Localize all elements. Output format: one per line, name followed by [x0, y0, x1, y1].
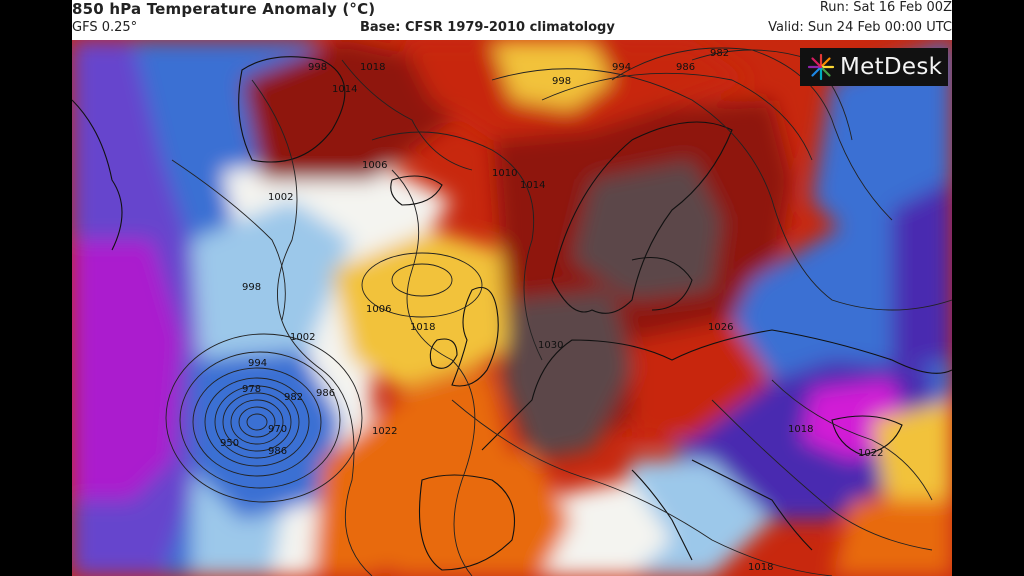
- isobar-i: [711, 399, 933, 551]
- isobar-label: 1018: [788, 424, 813, 435]
- climatology-base: Base: CFSR 1979-2010 climatology: [360, 20, 615, 35]
- coast-iberia: [418, 474, 516, 571]
- low-ring-1: [246, 413, 268, 431]
- metdesk-logo-text: MetDesk: [840, 54, 943, 80]
- coast-uk: [451, 286, 499, 387]
- isobar-label: 1010: [492, 168, 517, 179]
- low-ring-4: [222, 392, 292, 452]
- coast-baltic: [631, 256, 693, 311]
- warm-orange-se: [832, 500, 952, 576]
- isobar-e: [541, 72, 813, 161]
- isobar-label: 1018: [410, 322, 435, 333]
- isobar-label: 986: [268, 446, 287, 457]
- isobar-label: 1018: [748, 562, 773, 573]
- isobar-label: 1022: [858, 448, 883, 459]
- very-warm-core-south: [502, 290, 632, 460]
- coast-blacksea: [831, 415, 903, 456]
- isobar-label: 1026: [708, 322, 733, 333]
- isobar-label: 950: [220, 438, 239, 449]
- anomaly-map-svg: 998 1018 1014 998 994 986 982 1006 1010 …: [72, 40, 952, 576]
- isobar-label: 1022: [372, 426, 397, 437]
- high-ring-1: [391, 263, 453, 297]
- anomaly-map: 998 1018 1014 998 994 986 982 1006 1010 …: [72, 40, 952, 576]
- low-ring-3: [230, 399, 284, 445]
- low-ring-2: [238, 406, 276, 438]
- coastlines: [72, 56, 952, 571]
- run-time: Run: Sat 16 Feb 00Z: [819, 0, 952, 15]
- isobar-label: 1014: [520, 180, 545, 191]
- isobar-label: 982: [710, 48, 729, 59]
- coast-balkans: [691, 459, 813, 551]
- isobar-l: [171, 159, 286, 321]
- isobar-h: [771, 379, 933, 501]
- isobar-c: [371, 131, 543, 361]
- isobar-label: 970: [268, 424, 287, 435]
- isobar-label: 994: [612, 62, 631, 73]
- isobar-d: [491, 68, 952, 311]
- purple-cold-edge: [72, 40, 202, 576]
- coast-greenland: [238, 56, 346, 163]
- high-ring-2: [361, 252, 483, 318]
- isobar-k: [341, 59, 473, 171]
- isobar-f: [611, 47, 893, 221]
- low-ring-9: [165, 333, 363, 503]
- low-ring-6: [204, 377, 310, 467]
- valid-time: Valid: Sun 24 Feb 00:00 UTC: [768, 20, 952, 35]
- metdesk-burst-logo-icon: [807, 53, 835, 81]
- isobar-label: 998: [552, 76, 571, 87]
- isobar-label: 1014: [332, 84, 357, 95]
- isobar-a: [251, 79, 373, 576]
- isobar-b: [391, 169, 476, 576]
- isobar-label: 1018: [360, 62, 385, 73]
- coast-ireland: [429, 338, 458, 369]
- isobar-label: 986: [316, 388, 335, 399]
- coast-iceland: [390, 175, 443, 206]
- greenland-warm: [242, 40, 452, 180]
- isobar-label: 1002: [290, 332, 315, 343]
- low-ring-8: [179, 351, 341, 489]
- very-warm-core-north: [572, 160, 722, 300]
- model-label: GFS 0.25°: [72, 20, 138, 35]
- isobar-label: 998: [242, 282, 261, 293]
- isobar-label: 978: [242, 384, 261, 395]
- isobar-j: [451, 399, 833, 576]
- isobar-label: 1030: [538, 340, 563, 351]
- isobar-label: 1006: [362, 160, 387, 171]
- warm-red-alps: [632, 320, 772, 440]
- low-ring-5: [214, 385, 300, 459]
- isobar-label: 994: [248, 358, 267, 369]
- isobar-labels: 998 1018 1014 998 994 986 982 1006 1010 …: [220, 48, 883, 573]
- map-header: 850 hPa Temperature Anomaly (°C) GFS 0.2…: [72, 0, 952, 40]
- chart-frame: 850 hPa Temperature Anomaly (°C) GFS 0.2…: [72, 0, 952, 576]
- anomaly-field: [72, 40, 952, 576]
- coast-west-canada: [72, 99, 123, 251]
- isobar-label: 998: [308, 62, 327, 73]
- map-title: 850 hPa Temperature Anomaly (°C): [72, 0, 376, 18]
- isobar-label: 1002: [268, 192, 293, 203]
- yellow-north-sea: [492, 40, 612, 110]
- warm-iberia: [392, 450, 572, 576]
- coast-continent: [481, 329, 952, 451]
- metdesk-logo: MetDesk: [800, 48, 948, 86]
- coast-scandinavia: [551, 121, 733, 314]
- isobar-label: 986: [676, 62, 695, 73]
- isobar-label: 982: [284, 392, 303, 403]
- warm-yellow-band: [332, 230, 542, 390]
- cold-northeast-indigo: [892, 180, 952, 370]
- isobar-label: 1006: [366, 304, 391, 315]
- low-ring-7: [192, 367, 322, 477]
- coast-italy: [631, 469, 693, 561]
